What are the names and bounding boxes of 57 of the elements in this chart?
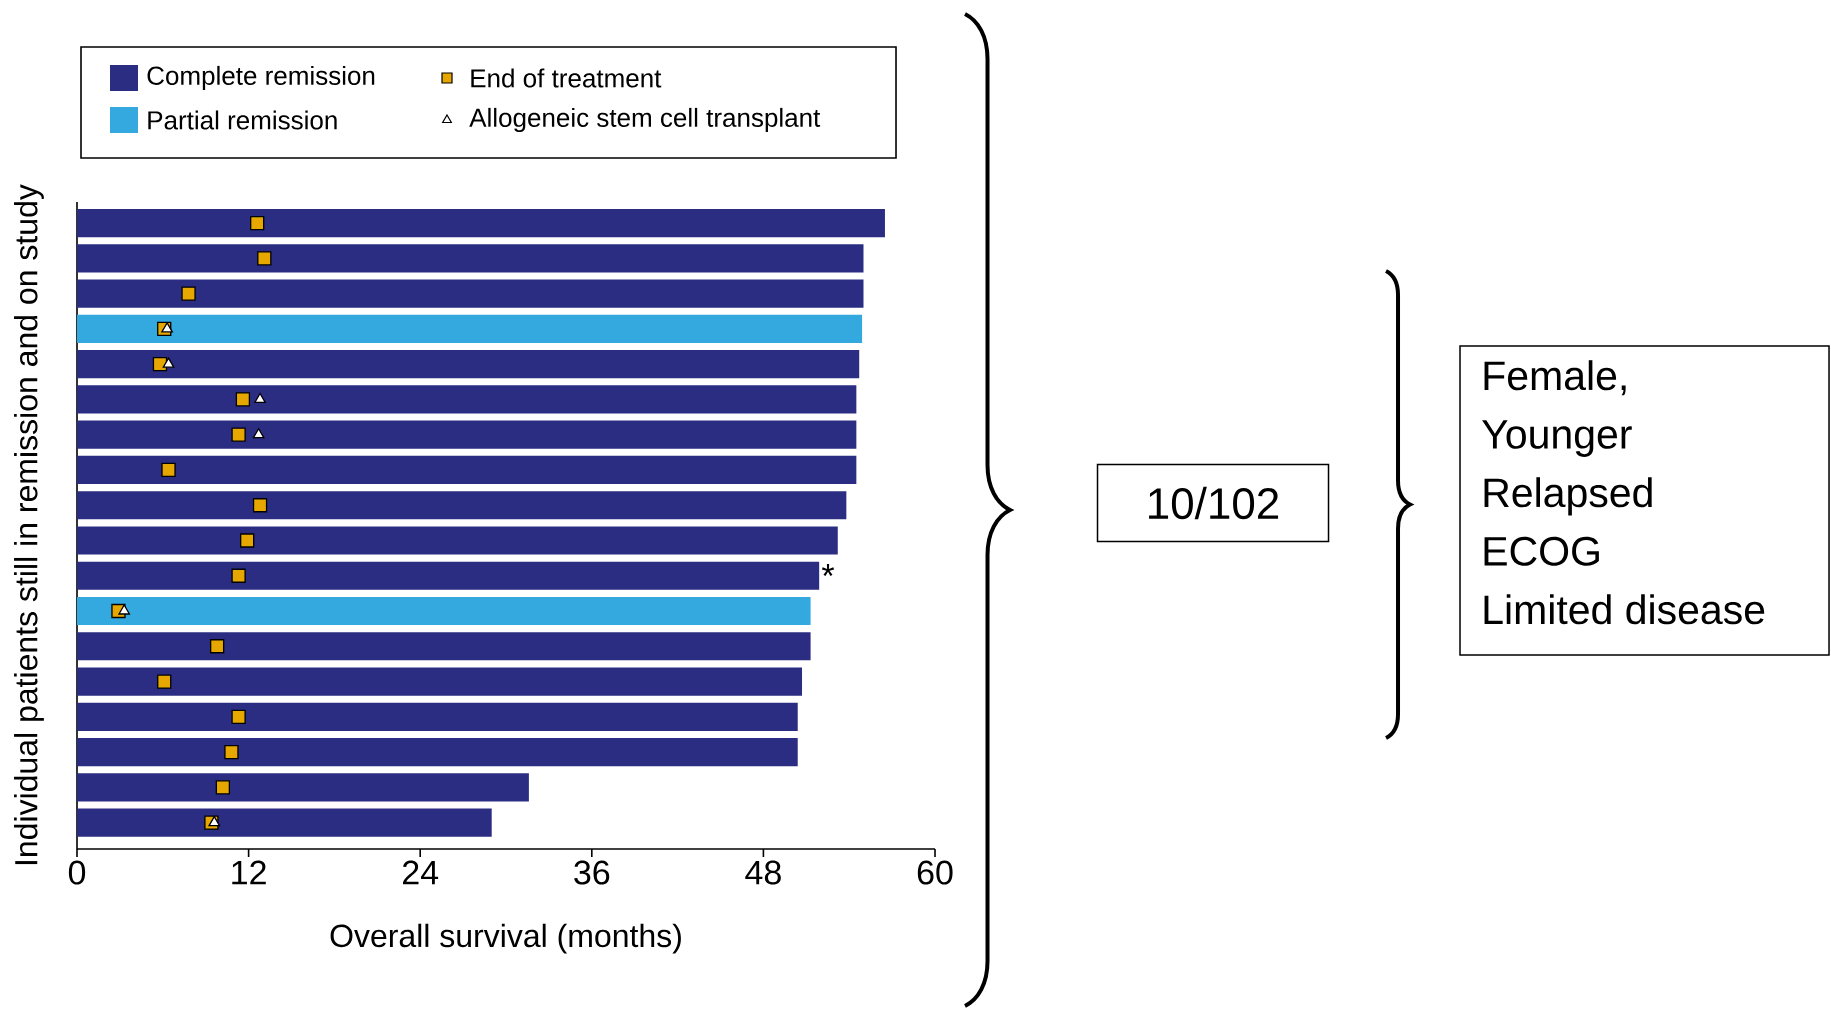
x-tick-label: 48 bbox=[745, 860, 781, 885]
x-tick-label: 60 bbox=[917, 860, 953, 885]
bar bbox=[77, 737, 798, 767]
point bbox=[235, 392, 251, 407]
y-axis-title: Individual patients still in remission and on study bbox=[14, 184, 44, 865]
bar bbox=[77, 808, 492, 837]
point bbox=[231, 709, 246, 724]
point bbox=[208, 815, 221, 827]
annotation: * bbox=[821, 564, 835, 576]
point bbox=[231, 568, 246, 583]
point bbox=[162, 357, 175, 368]
text: Female, bbox=[1484, 360, 1626, 396]
text: Younger bbox=[1482, 420, 1632, 457]
bar bbox=[77, 314, 863, 344]
point bbox=[161, 322, 173, 333]
text: ECOG bbox=[1484, 536, 1599, 566]
point bbox=[252, 498, 268, 513]
bar bbox=[77, 420, 857, 449]
bar bbox=[77, 702, 798, 731]
x-tick-label: 36 bbox=[574, 860, 610, 885]
bar bbox=[77, 596, 811, 626]
bar bbox=[77, 455, 857, 485]
bar bbox=[77, 209, 885, 238]
text: Relapsed bbox=[1484, 477, 1652, 516]
text: 10/102 bbox=[1149, 486, 1279, 520]
legend-label: Complete remission bbox=[147, 65, 375, 91]
bar bbox=[77, 773, 529, 802]
bar bbox=[77, 491, 847, 520]
legend-label: Partial remission bbox=[148, 110, 337, 130]
point bbox=[157, 674, 172, 689]
x-axis-title: Overall survival (months) bbox=[330, 923, 681, 954]
x-tick-label: 0 bbox=[68, 860, 86, 885]
point bbox=[181, 286, 196, 301]
point bbox=[231, 427, 246, 442]
bar bbox=[77, 385, 857, 414]
point bbox=[257, 251, 272, 266]
bar bbox=[77, 561, 820, 590]
x-tick-label: 24 bbox=[403, 860, 439, 885]
bar bbox=[77, 526, 838, 555]
bar bbox=[77, 279, 864, 308]
point bbox=[224, 744, 239, 760]
bar bbox=[77, 350, 860, 379]
text: Limited disease bbox=[1484, 594, 1765, 625]
legend-label: End of treatment bbox=[471, 68, 662, 88]
point bbox=[252, 428, 265, 439]
point bbox=[209, 639, 225, 654]
legend-label: Allogeneic stem cell transplant bbox=[469, 107, 821, 133]
point bbox=[254, 392, 266, 404]
point bbox=[250, 216, 265, 231]
point bbox=[240, 533, 255, 548]
bar bbox=[77, 667, 803, 696]
point bbox=[118, 604, 131, 615]
point bbox=[215, 780, 231, 795]
bar bbox=[77, 244, 864, 273]
point bbox=[161, 462, 176, 478]
bar bbox=[77, 632, 811, 661]
x-tick-label: 12 bbox=[232, 860, 266, 885]
